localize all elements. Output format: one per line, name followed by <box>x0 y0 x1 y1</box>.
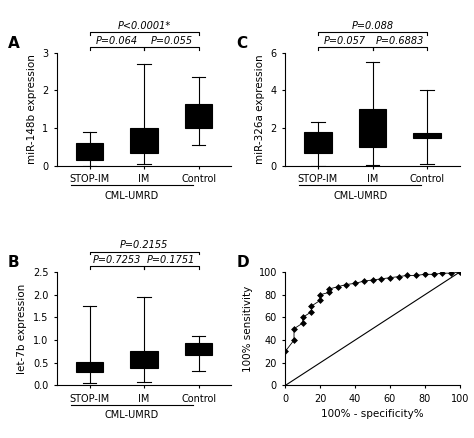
Text: P=0.088: P=0.088 <box>351 21 393 31</box>
Text: A: A <box>8 35 20 50</box>
Text: P=0.7253: P=0.7253 <box>93 255 141 265</box>
Y-axis label: miR-148b expression: miR-148b expression <box>27 54 37 164</box>
Y-axis label: let-7b expression: let-7b expression <box>18 284 27 374</box>
Text: P<0.0001*: P<0.0001* <box>118 21 171 31</box>
Text: CML-UMRD: CML-UMRD <box>105 410 159 420</box>
PathPatch shape <box>130 128 158 153</box>
PathPatch shape <box>185 104 212 128</box>
Text: P=0.064: P=0.064 <box>96 36 138 46</box>
Text: P=0.2155: P=0.2155 <box>120 240 168 251</box>
Text: CML-UMRD: CML-UMRD <box>333 191 387 201</box>
PathPatch shape <box>413 133 441 138</box>
Text: P=0.1751: P=0.1751 <box>147 255 196 265</box>
Text: CML-UMRD: CML-UMRD <box>105 191 159 201</box>
PathPatch shape <box>76 362 103 372</box>
Text: P=0.057: P=0.057 <box>324 36 366 46</box>
PathPatch shape <box>304 132 332 153</box>
PathPatch shape <box>185 343 212 355</box>
Text: C: C <box>237 35 247 50</box>
PathPatch shape <box>359 109 386 147</box>
Y-axis label: miR-326a expression: miR-326a expression <box>255 54 265 164</box>
Text: P=0.055: P=0.055 <box>150 36 192 46</box>
Text: D: D <box>237 255 249 270</box>
Text: B: B <box>8 255 19 270</box>
PathPatch shape <box>76 143 103 160</box>
Text: P=0.6883: P=0.6883 <box>375 36 424 46</box>
PathPatch shape <box>130 351 158 368</box>
Y-axis label: 100% sensitivity: 100% sensitivity <box>243 286 253 372</box>
X-axis label: 100% - specificity%: 100% - specificity% <box>321 410 424 419</box>
